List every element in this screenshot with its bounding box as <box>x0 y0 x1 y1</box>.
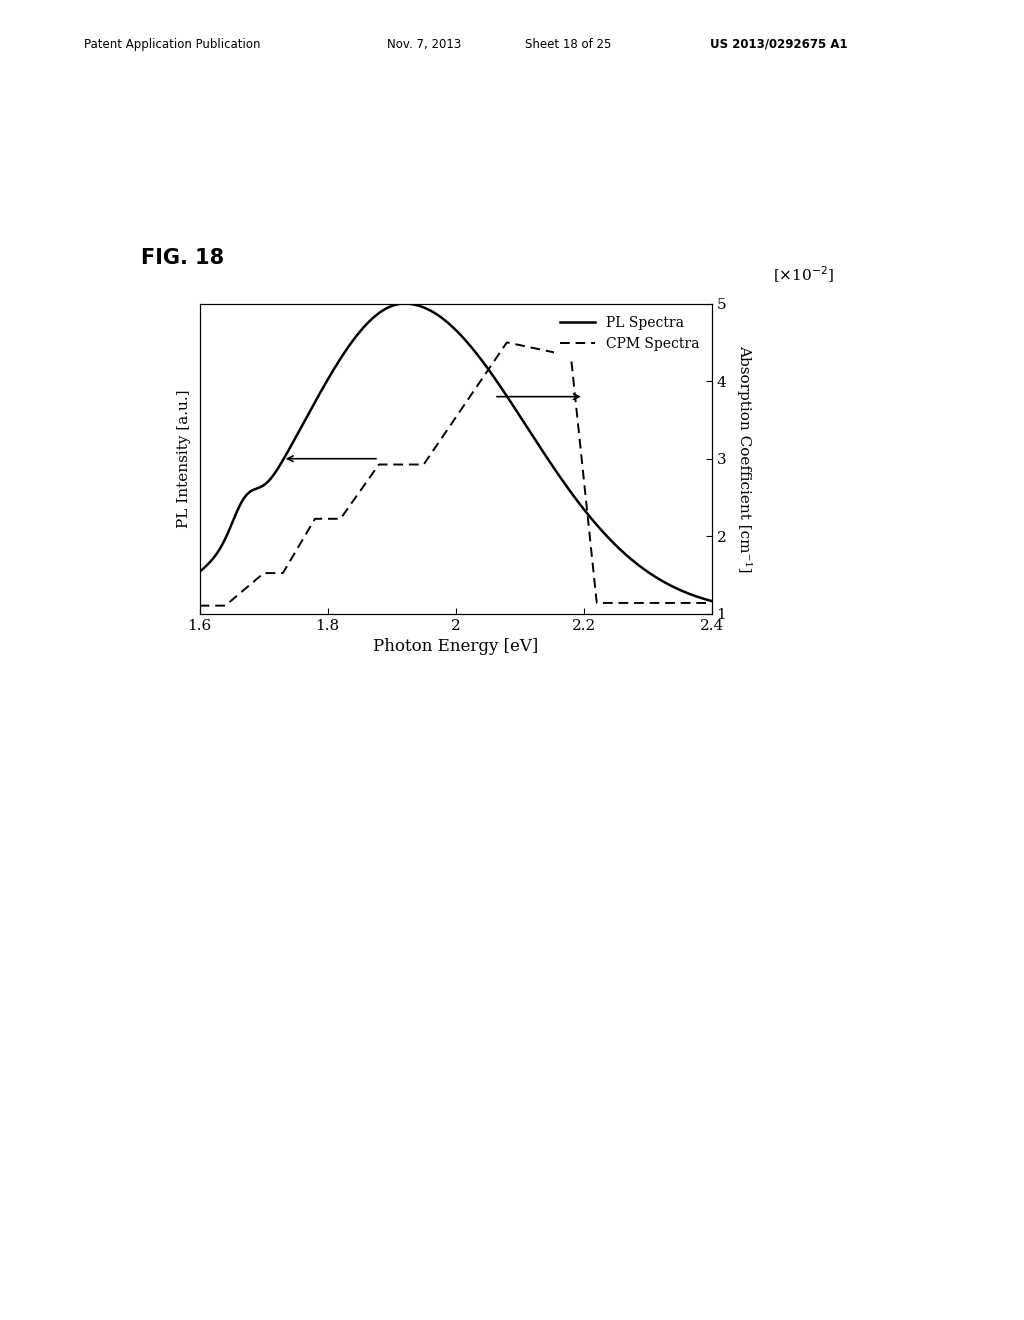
Line: CPM Spectra: CPM Spectra <box>200 342 712 606</box>
Text: Patent Application Publication: Patent Application Publication <box>84 37 260 50</box>
CPM Spectra <box>501 334 513 350</box>
Line: PL Spectra: PL Spectra <box>200 304 712 601</box>
CPM Spectra <box>400 457 413 473</box>
Legend: PL Spectra, CPM Spectra: PL Spectra, CPM Spectra <box>554 310 705 356</box>
PL Spectra <box>602 531 614 546</box>
Text: Sheet 18 of 25: Sheet 18 of 25 <box>525 37 611 50</box>
CPM Spectra <box>246 576 258 591</box>
PL Spectra <box>246 483 258 499</box>
Y-axis label: Absorption Coefficient [cm⁻¹]: Absorption Coefficient [cm⁻¹] <box>737 345 753 573</box>
PL Spectra <box>593 520 605 536</box>
X-axis label: Photon Energy [eV]: Photon Energy [eV] <box>373 638 539 655</box>
PL Spectra <box>398 296 411 312</box>
CPM Spectra <box>419 454 431 470</box>
Text: FIG. 18: FIG. 18 <box>141 248 224 268</box>
CPM Spectra <box>194 598 206 614</box>
CPM Spectra <box>546 345 558 360</box>
Text: Nov. 7, 2013: Nov. 7, 2013 <box>387 37 462 50</box>
PL Spectra <box>194 564 206 579</box>
Y-axis label: PL Intensity [a.u.]: PL Intensity [a.u.] <box>177 389 191 528</box>
PL Spectra <box>706 593 718 609</box>
Text: US 2013/0292675 A1: US 2013/0292675 A1 <box>710 37 847 50</box>
PL Spectra <box>401 296 414 312</box>
CPM Spectra <box>602 595 614 611</box>
PL Spectra <box>420 301 432 317</box>
CPM Spectra <box>593 595 605 611</box>
CPM Spectra <box>706 595 718 611</box>
PL Spectra <box>546 457 558 473</box>
Text: [$\times$10$^{-2}$]: [$\times$10$^{-2}$] <box>773 264 835 285</box>
